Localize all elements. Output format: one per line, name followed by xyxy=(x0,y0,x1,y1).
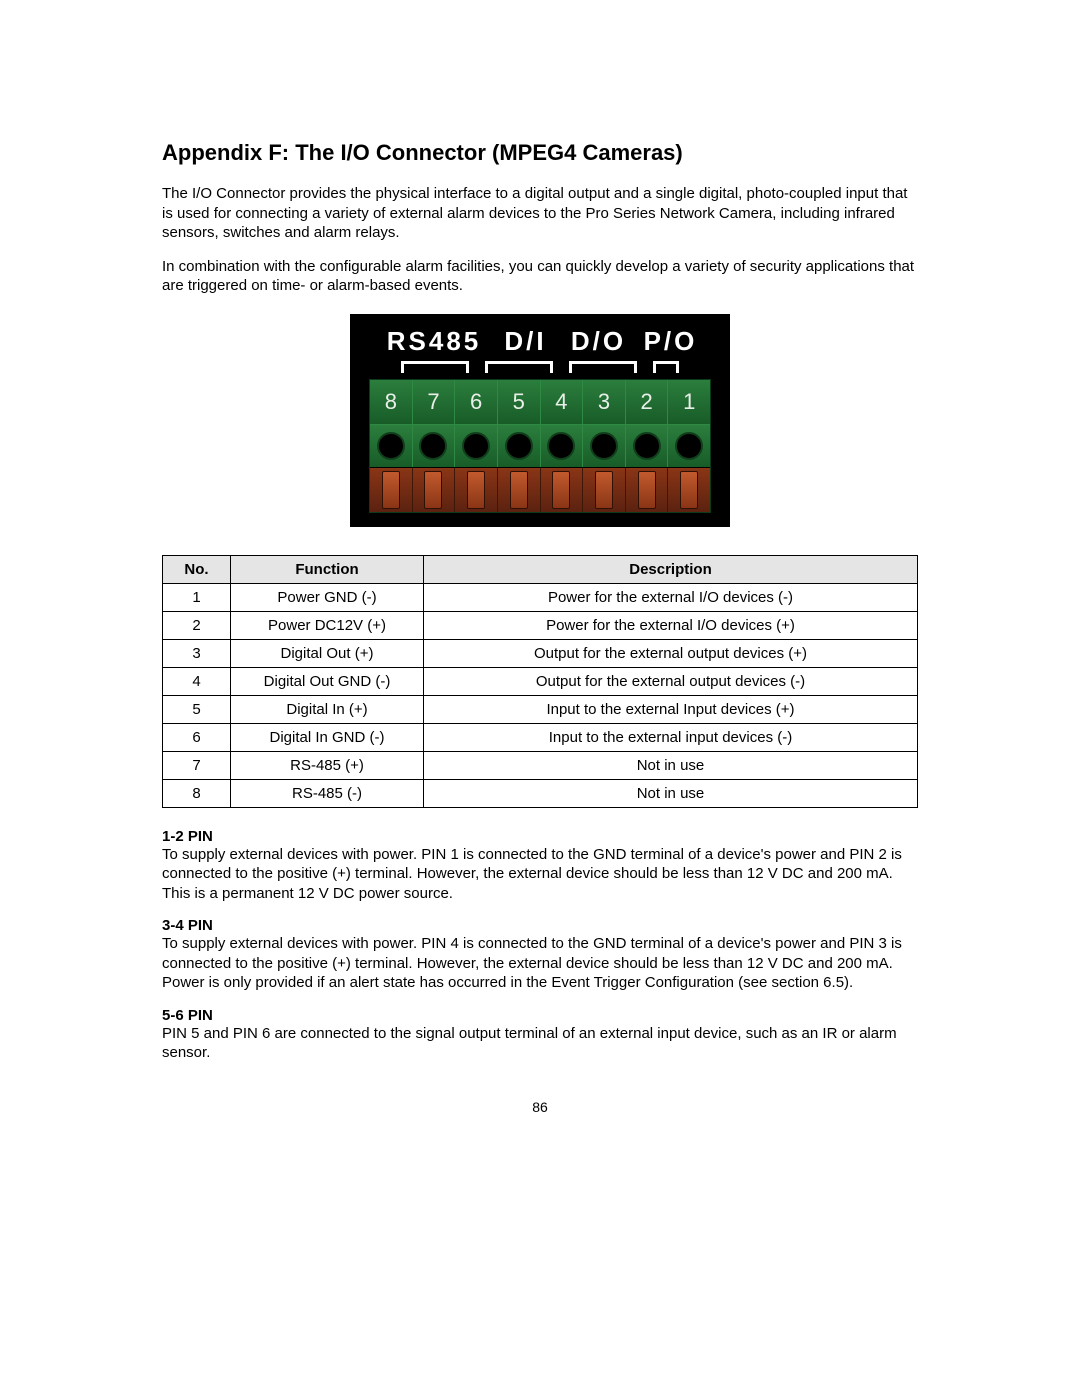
connector-figure: RS485 D/I D/O P/O 8 7 6 5 4 3 2 xyxy=(162,314,918,527)
section-title-5-6: 5-6 PIN xyxy=(162,1007,918,1024)
terminal-lever-row xyxy=(370,467,710,512)
pin-number: 5 xyxy=(498,380,541,425)
section-body-3-4: To supply external devices with power. P… xyxy=(162,934,918,993)
table-header-row: No. Function Description xyxy=(163,555,918,583)
connector-group-labels: RS485 D/I D/O P/O xyxy=(350,326,730,357)
pin-number: 3 xyxy=(583,380,626,425)
cell-desc: Output for the external output devices (… xyxy=(424,639,918,667)
cell-desc: Power for the external I/O devices (-) xyxy=(424,583,918,611)
pin-number: 2 xyxy=(626,380,669,425)
terminal-hole xyxy=(370,425,413,467)
cell-no: 7 xyxy=(163,751,231,779)
table-row: 7 RS-485 (+) Not in use xyxy=(163,751,918,779)
terminal-hole xyxy=(583,425,626,467)
table-row: 4 Digital Out GND (-) Output for the ext… xyxy=(163,667,918,695)
pin-number: 1 xyxy=(668,380,710,425)
pin-number: 6 xyxy=(455,380,498,425)
table-row: 6 Digital In GND (-) Input to the extern… xyxy=(163,723,918,751)
terminal-hole xyxy=(668,425,710,467)
bracket-rs485 xyxy=(401,361,469,373)
section-title-1-2: 1-2 PIN xyxy=(162,828,918,845)
group-label-po: P/O xyxy=(638,326,704,357)
cell-desc: Output for the external output devices (… xyxy=(424,667,918,695)
table-row: 2 Power DC12V (+) Power for the external… xyxy=(163,611,918,639)
section-body-1-2: To supply external devices with power. P… xyxy=(162,845,918,904)
cell-no: 2 xyxy=(163,611,231,639)
cell-no: 1 xyxy=(163,583,231,611)
pin-number-row: 8 7 6 5 4 3 2 1 xyxy=(370,380,710,425)
table-row: 1 Power GND (-) Power for the external I… xyxy=(163,583,918,611)
terminal-hole xyxy=(626,425,669,467)
group-brackets xyxy=(350,361,730,373)
terminal-lever xyxy=(541,468,584,512)
page-title: Appendix F: The I/O Connector (MPEG4 Cam… xyxy=(162,140,918,166)
cell-fn: RS-485 (+) xyxy=(231,751,424,779)
cell-no: 4 xyxy=(163,667,231,695)
col-header-fn: Function xyxy=(231,555,424,583)
pin-number: 8 xyxy=(370,380,413,425)
cell-fn: Power GND (-) xyxy=(231,583,424,611)
cell-fn: Digital In GND (-) xyxy=(231,723,424,751)
bracket-do xyxy=(569,361,637,373)
cell-no: 8 xyxy=(163,779,231,807)
cell-fn: RS-485 (-) xyxy=(231,779,424,807)
section-body-5-6: PIN 5 and PIN 6 are connected to the sig… xyxy=(162,1024,918,1063)
table-row: 5 Digital In (+) Input to the external I… xyxy=(163,695,918,723)
section-title-3-4: 3-4 PIN xyxy=(162,917,918,934)
terminal-lever xyxy=(668,468,710,512)
terminal-lever xyxy=(413,468,456,512)
document-page: Appendix F: The I/O Connector (MPEG4 Cam… xyxy=(0,0,1080,1175)
cell-no: 3 xyxy=(163,639,231,667)
table-row: 3 Digital Out (+) Output for the externa… xyxy=(163,639,918,667)
terminal-hole xyxy=(413,425,456,467)
col-header-desc: Description xyxy=(424,555,918,583)
terminal-lever xyxy=(370,468,413,512)
intro-paragraph-2: In combination with the configurable ala… xyxy=(162,257,918,296)
cell-fn: Power DC12V (+) xyxy=(231,611,424,639)
cell-no: 5 xyxy=(163,695,231,723)
terminal-hole xyxy=(541,425,584,467)
terminal-hole xyxy=(455,425,498,467)
terminal-lever xyxy=(583,468,626,512)
bracket-po xyxy=(653,361,679,373)
cell-fn: Digital Out (+) xyxy=(231,639,424,667)
cell-fn: Digital In (+) xyxy=(231,695,424,723)
cell-desc: Power for the external I/O devices (+) xyxy=(424,611,918,639)
terminal-lever xyxy=(626,468,669,512)
pin-number: 4 xyxy=(541,380,584,425)
cell-desc: Input to the external input devices (-) xyxy=(424,723,918,751)
pin-number: 7 xyxy=(413,380,456,425)
terminal-hole xyxy=(498,425,541,467)
terminal-block: 8 7 6 5 4 3 2 1 xyxy=(369,379,711,513)
cell-desc: Not in use xyxy=(424,779,918,807)
terminal-hole-row xyxy=(370,425,710,467)
terminal-lever xyxy=(455,468,498,512)
terminal-lever xyxy=(498,468,541,512)
group-label-do: D/O xyxy=(560,326,638,357)
pin-table: No. Function Description 1 Power GND (-)… xyxy=(162,555,918,808)
group-label-rs485: RS485 xyxy=(377,326,492,357)
col-header-no: No. xyxy=(163,555,231,583)
connector-illustration: RS485 D/I D/O P/O 8 7 6 5 4 3 2 xyxy=(350,314,730,527)
cell-desc: Not in use xyxy=(424,751,918,779)
cell-desc: Input to the external Input devices (+) xyxy=(424,695,918,723)
cell-fn: Digital Out GND (-) xyxy=(231,667,424,695)
page-number: 86 xyxy=(162,1099,918,1115)
cell-no: 6 xyxy=(163,723,231,751)
table-row: 8 RS-485 (-) Not in use xyxy=(163,779,918,807)
intro-paragraph-1: The I/O Connector provides the physical … xyxy=(162,184,918,243)
group-label-di: D/I xyxy=(492,326,560,357)
bracket-di xyxy=(485,361,553,373)
